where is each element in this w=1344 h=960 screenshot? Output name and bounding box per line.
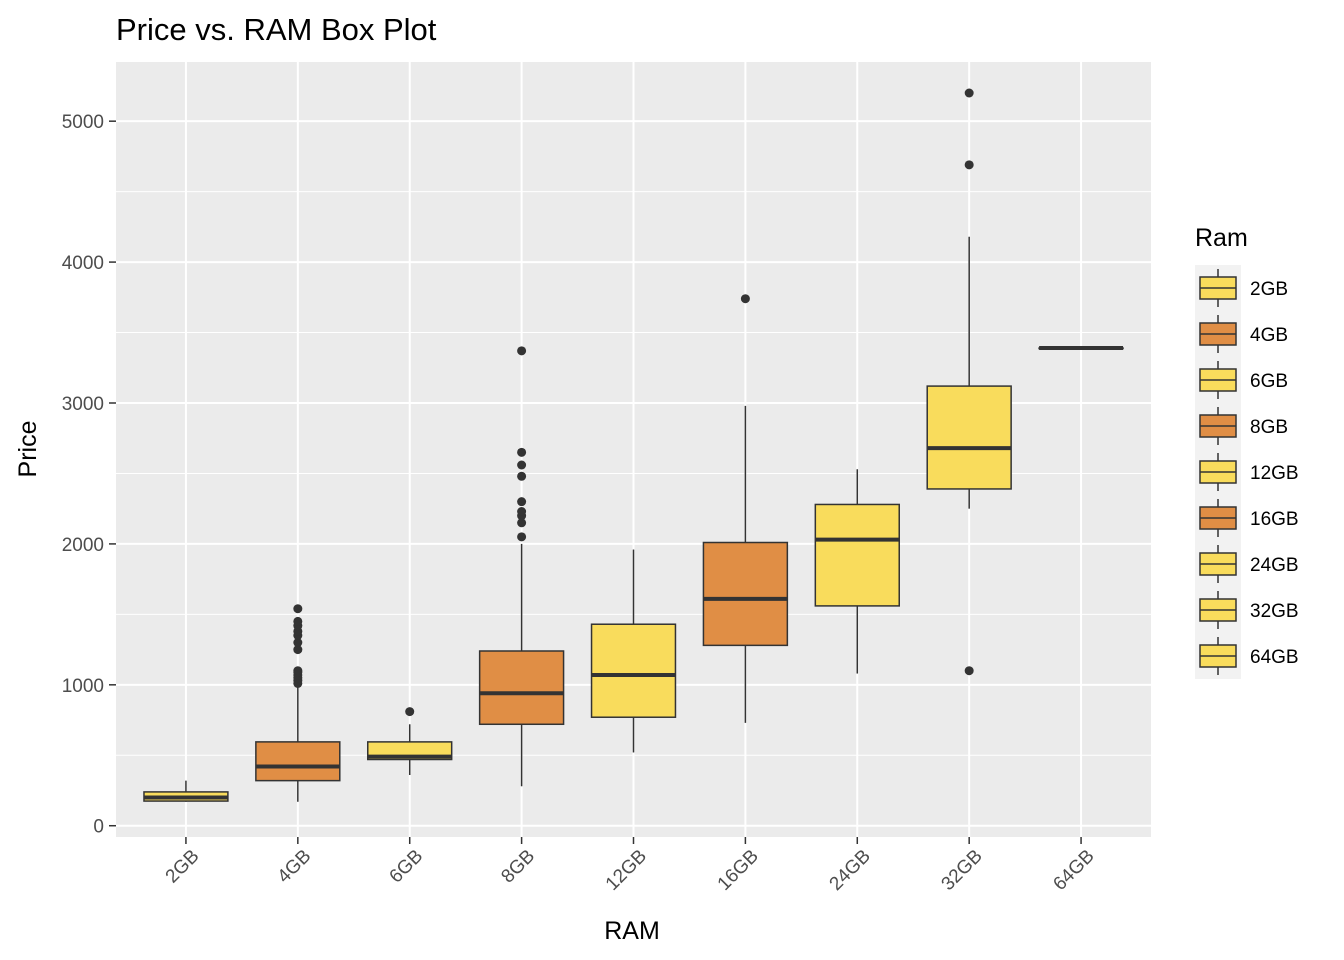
box-64GB bbox=[1038, 346, 1124, 351]
y-tick-label: 3000 bbox=[62, 394, 104, 415]
box-16GB bbox=[702, 294, 789, 723]
legend-item-8GB: 8GB bbox=[1199, 407, 1288, 445]
iqr-box bbox=[814, 503, 900, 607]
box-6GB bbox=[367, 707, 453, 775]
outlier-point bbox=[517, 518, 527, 528]
outlier-point bbox=[405, 707, 415, 717]
x-tick-label: 32GB bbox=[938, 846, 987, 895]
outlier-point bbox=[517, 471, 527, 481]
y-tick-label: 2000 bbox=[62, 535, 104, 556]
x-tick-label: 64GB bbox=[1049, 846, 1098, 895]
outlier-point bbox=[293, 645, 303, 655]
iqr-box bbox=[478, 650, 565, 726]
legend: Ram 2GB 4GB 6GB 8GB 12GB 16GB 24GB 32GB 64GB bbox=[1195, 224, 1299, 679]
outlier-point bbox=[740, 294, 750, 304]
box-12GB bbox=[590, 549, 677, 753]
legend-item-16GB: 16GB bbox=[1199, 499, 1299, 537]
legend-label: 16GB bbox=[1250, 509, 1299, 530]
outlier-point bbox=[517, 532, 527, 542]
legend-item-6GB: 6GB bbox=[1199, 361, 1288, 399]
outlier-point bbox=[517, 447, 527, 457]
legend-label: 8GB bbox=[1250, 417, 1288, 438]
legend-item-64GB: 64GB bbox=[1199, 637, 1299, 675]
box-24GB bbox=[814, 469, 900, 674]
legend-label: 6GB bbox=[1250, 371, 1288, 392]
outlier-point bbox=[517, 460, 527, 470]
y-tick-label: 0 bbox=[93, 817, 104, 838]
x-tick-label: 16GB bbox=[714, 846, 763, 895]
iqr-box bbox=[590, 623, 677, 718]
legend-label: 32GB bbox=[1250, 601, 1299, 622]
legend-label: 2GB bbox=[1250, 279, 1288, 300]
x-axis: 2GB 4GB 6GB 8GB 12GB 16GB 24GB 32GB 64GB bbox=[162, 837, 1099, 895]
legend-item-12GB: 12GB bbox=[1199, 453, 1299, 491]
box-32GB bbox=[926, 88, 1012, 676]
iqr-box bbox=[926, 385, 1012, 490]
outlier-point bbox=[293, 638, 303, 648]
x-axis-title: RAM bbox=[604, 917, 660, 945]
boxes bbox=[143, 88, 1124, 802]
box-2GB bbox=[143, 780, 229, 802]
x-tick-label: 24GB bbox=[826, 846, 875, 895]
iqr-box bbox=[702, 541, 789, 647]
legend-label: 4GB bbox=[1250, 325, 1288, 346]
x-tick-label: 8GB bbox=[497, 846, 539, 888]
legend-item-32GB: 32GB bbox=[1199, 591, 1299, 629]
outlier-point bbox=[517, 507, 527, 516]
chart-title: Price vs. RAM Box Plot bbox=[116, 12, 437, 47]
legend-title: Ram bbox=[1195, 224, 1248, 252]
box-8GB bbox=[478, 346, 565, 787]
iqr-box bbox=[255, 741, 341, 782]
legend-item-4GB: 4GB bbox=[1199, 315, 1288, 353]
outlier-point bbox=[964, 666, 974, 676]
y-tick-label: 5000 bbox=[62, 112, 104, 133]
legend-item-24GB: 24GB bbox=[1199, 545, 1299, 583]
x-tick-label: 4GB bbox=[274, 846, 316, 888]
legend-label: 64GB bbox=[1250, 647, 1299, 668]
x-tick-label: 6GB bbox=[386, 846, 428, 888]
y-tick-label: 4000 bbox=[62, 253, 104, 274]
outlier-point bbox=[964, 160, 974, 170]
outlier-point bbox=[293, 616, 303, 626]
outlier-point bbox=[517, 346, 527, 356]
outlier-point bbox=[517, 497, 527, 507]
legend-item-2GB: 2GB bbox=[1199, 269, 1288, 307]
box-4GB bbox=[255, 604, 341, 802]
legend-label: 24GB bbox=[1250, 555, 1299, 576]
y-tick-label: 1000 bbox=[62, 676, 104, 697]
y-axis: 0 1000 2000 3000 4000 5000 bbox=[62, 112, 116, 838]
outlier-point bbox=[293, 666, 303, 676]
outlier-point bbox=[293, 604, 303, 614]
y-axis-title: Price bbox=[14, 421, 42, 478]
x-tick-label: 12GB bbox=[602, 846, 651, 895]
outlier-point bbox=[964, 88, 974, 98]
legend-label: 12GB bbox=[1250, 463, 1299, 484]
x-tick-label: 2GB bbox=[162, 846, 204, 888]
